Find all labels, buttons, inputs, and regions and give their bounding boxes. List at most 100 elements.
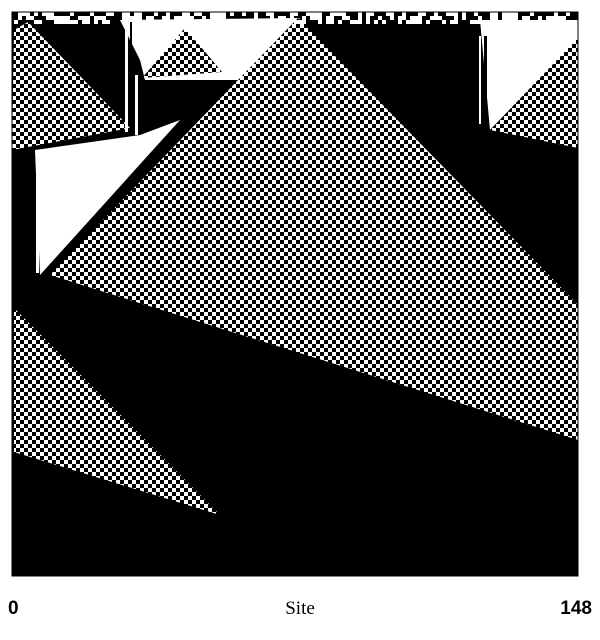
noise-cell (186, 12, 190, 16)
noise-cell (70, 20, 74, 24)
noise-cell (558, 20, 562, 24)
noise-cell (390, 16, 394, 20)
noise-cell (302, 20, 306, 24)
noise-cell (502, 12, 506, 16)
noise-cell (442, 20, 446, 24)
noise-cell (182, 16, 186, 20)
noise-cell (46, 16, 50, 20)
defect-line-3 (135, 75, 138, 135)
noise-cell (542, 20, 546, 24)
noise-cell (230, 12, 234, 16)
noise-cell (406, 20, 410, 24)
noise-cell (46, 12, 50, 16)
noise-cell (82, 16, 86, 20)
noise-cell (450, 12, 454, 16)
noise-cell (330, 12, 334, 16)
noise-cell (194, 12, 198, 16)
noise-cell (218, 12, 222, 16)
diagram-frame (11, 11, 579, 577)
noise-cell (146, 16, 150, 20)
noise-cell (254, 16, 258, 20)
noise-cell (350, 20, 354, 24)
noise-cell (338, 20, 342, 24)
noise-cell (138, 12, 142, 16)
noise-cell (402, 16, 406, 20)
noise-cell (402, 12, 406, 16)
noise-cell (34, 12, 38, 16)
noise-cell (526, 16, 530, 20)
noise-cell (366, 20, 370, 24)
noise-cell (418, 12, 422, 16)
noise-cell (178, 20, 182, 24)
noise-cell (338, 12, 342, 16)
noise-cell (54, 16, 58, 20)
noise-cell (326, 20, 330, 24)
noise-cell (94, 20, 98, 24)
noise-cell (398, 20, 402, 24)
noise-cell (162, 20, 166, 24)
noise-cell (546, 16, 550, 20)
noise-cell (150, 20, 154, 24)
noise-cell (510, 20, 514, 24)
noise-cell (450, 20, 454, 24)
noise-cell (78, 16, 82, 20)
noise-cell (366, 16, 370, 20)
noise-cell (462, 16, 466, 20)
noise-cell (534, 20, 538, 24)
noise-cell (310, 16, 314, 20)
noise-cell (42, 12, 46, 16)
noise-cell (210, 16, 214, 20)
noise-cell (418, 20, 422, 24)
noise-cell (438, 16, 442, 20)
noise-cell (314, 16, 318, 20)
noise-cell (558, 16, 562, 20)
noise-cell (538, 16, 542, 20)
noise-cell (486, 20, 490, 24)
noise-cell (134, 16, 138, 20)
noise-cell (358, 20, 362, 24)
noise-cell (506, 16, 510, 20)
noise-cell (306, 12, 310, 16)
noise-cell (342, 12, 346, 16)
noise-cell (482, 20, 486, 24)
noise-cell (98, 16, 102, 20)
noise-cell (434, 12, 438, 16)
noise-cell (470, 20, 474, 24)
checker-region-top-mid (142, 28, 222, 78)
noise-cell (74, 20, 78, 24)
noise-cell (166, 12, 170, 16)
noise-cell (266, 12, 270, 16)
noise-cell (490, 20, 494, 24)
noise-cell (478, 20, 482, 24)
defect-line-7 (484, 36, 487, 124)
noise-cell (506, 20, 510, 24)
noise-cell (502, 16, 506, 20)
noise-cell (334, 12, 338, 16)
checker-region-bottom-left (14, 308, 220, 515)
noise-cell (354, 20, 358, 24)
noise-cell (430, 16, 434, 20)
noise-cell (226, 20, 230, 24)
noise-cell (174, 20, 178, 24)
noise-cell (130, 16, 134, 20)
noise-cell (398, 16, 402, 20)
noise-cell (550, 16, 554, 20)
checker-region-right (490, 38, 578, 148)
noise-cell (210, 12, 214, 16)
noise-cell (538, 20, 542, 24)
defect-line-6 (218, 30, 221, 68)
noise-cell (382, 20, 386, 24)
noise-cell (270, 12, 274, 16)
noise-cell (478, 16, 482, 20)
noise-cell (282, 16, 286, 20)
noise-cell (562, 16, 566, 20)
noise-cell (418, 16, 422, 20)
defect-line-2 (130, 22, 132, 132)
noise-cell (50, 16, 54, 20)
noise-cell (310, 12, 314, 16)
noise-cell (330, 20, 334, 24)
noise-cell (314, 12, 318, 16)
noise-cell (158, 20, 162, 24)
noise-cell (298, 20, 302, 24)
noise-cell (90, 12, 94, 16)
